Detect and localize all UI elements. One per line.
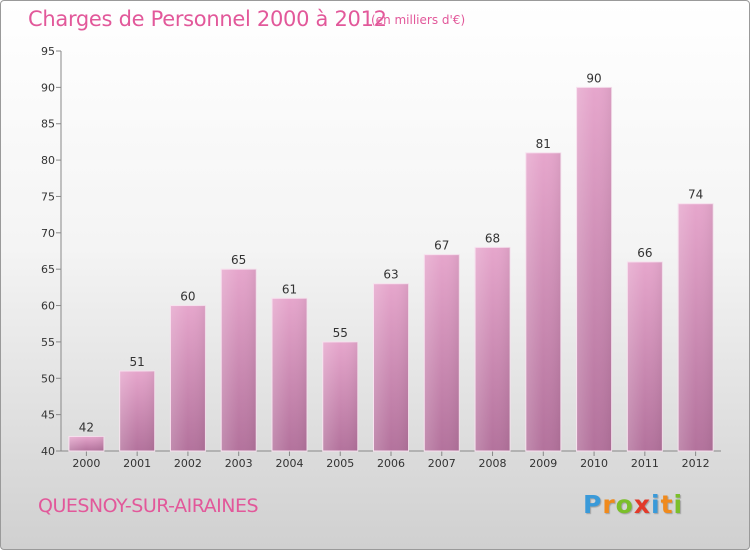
bar-shade [627,261,663,451]
y-tick-label: 60 [41,300,55,313]
value-label: 74 [688,188,703,202]
x-tick-label: 2000 [72,457,100,470]
y-tick-label: 50 [41,372,55,385]
y-axis: 40 45 50 55 60 65 70 75 80 85 90 95 [41,45,62,458]
y-tick-label: 65 [41,263,55,276]
proxiti-logo[interactable]: Proxiti [583,490,683,519]
logo-letter: i [651,490,661,519]
x-tick-label: 2007 [428,457,456,470]
x-tick-label: 2001 [123,457,151,470]
x-tick-label: 2002 [174,457,202,470]
y-tick-label: 75 [41,190,55,203]
value-label: 68 [485,231,500,245]
y-tick-label: 85 [41,118,55,131]
x-tick-label: 2005 [326,457,354,470]
bar-shade [221,269,257,451]
chart-title: Charges de Personnel 2000 à 2012 [28,7,387,31]
y-tick-label: 80 [41,154,55,167]
bar-shade [271,298,307,451]
y-tick-label: 55 [41,336,55,349]
value-labels: 42 51 60 65 61 55 63 67 68 81 90 66 74 [79,71,704,434]
x-tick-label: 2011 [631,457,659,470]
y-tick-label: 40 [41,445,55,458]
bar-shade [373,283,409,451]
value-label: 90 [586,71,601,85]
bar-shade [119,371,155,451]
logo-letter: i [673,490,684,519]
x-tick-label: 2004 [275,457,303,470]
y-tick-label: 70 [41,227,55,240]
logo-letter: r [602,490,616,519]
value-label: 60 [180,290,195,304]
x-tick-label: 2006 [377,457,405,470]
value-label: 61 [282,282,297,296]
x-tick-label: 2009 [529,457,557,470]
bar-shade [170,305,206,451]
value-label: 51 [130,355,145,369]
value-label: 63 [383,268,398,282]
bars [68,86,714,452]
x-tick-label: 2008 [479,457,507,470]
bar-shade [576,87,612,451]
x-tick-label: 2003 [225,457,253,470]
bar-shade [322,341,358,451]
logo-letter: t [660,490,674,519]
bar-shade [678,203,714,451]
bar-shade [68,436,104,451]
y-tick-label: 95 [41,45,55,58]
x-tick-label: 2012 [682,457,710,470]
logo-letter: P [583,490,603,519]
x-tick-label: 2010 [580,457,608,470]
logo-letter: o [615,490,634,519]
value-label: 42 [79,420,94,434]
bar-shade [424,254,460,451]
value-label: 81 [536,137,551,151]
value-label: 66 [637,246,652,260]
logo-letter: x [633,490,651,519]
bar-shade [525,152,561,451]
value-label: 65 [231,253,246,267]
chart-subtitle: (en milliers d'€) [371,13,466,27]
bar-shade [475,247,511,451]
value-label: 67 [434,239,449,253]
y-tick-label: 90 [41,81,55,94]
x-axis: 2000 2001 2002 2003 2004 2005 2006 2007 2008 2009… [61,450,721,470]
city-name: QUESNOY-SUR-AIRAINES [38,495,259,517]
value-label: 55 [333,326,348,340]
y-tick-label: 45 [41,409,55,422]
